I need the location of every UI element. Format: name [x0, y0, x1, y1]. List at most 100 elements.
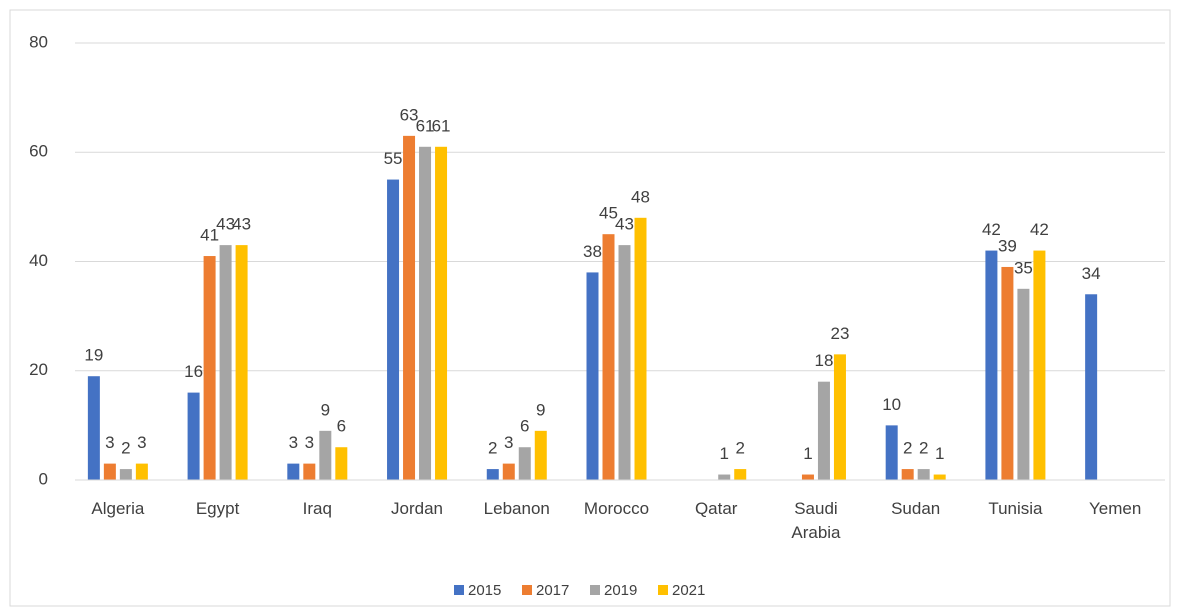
data-label: 61	[432, 116, 451, 135]
bar	[219, 245, 232, 480]
legend-label: 2017	[536, 582, 569, 599]
data-label: 6	[520, 417, 529, 436]
bar	[602, 234, 615, 480]
legend-swatch	[454, 585, 464, 595]
legend-label: 2021	[672, 582, 705, 599]
x-tick-label: Yemen	[1088, 499, 1142, 518]
bar	[933, 474, 946, 480]
data-label: 6	[337, 417, 346, 436]
bar	[203, 256, 216, 480]
legend-swatch	[658, 585, 668, 595]
bar	[618, 245, 631, 480]
data-label: 42	[982, 220, 1001, 239]
data-label: 45	[599, 204, 618, 223]
data-label: 2	[903, 439, 912, 458]
bar	[235, 245, 248, 480]
data-label: 43	[232, 215, 251, 234]
bar	[1017, 288, 1030, 480]
bar	[135, 463, 148, 480]
data-label: 35	[1014, 258, 1033, 277]
bar	[1085, 294, 1098, 480]
data-label: 10	[882, 395, 901, 414]
bar	[885, 425, 898, 480]
legend-label: 2015	[468, 582, 501, 599]
bar	[103, 463, 116, 480]
data-label: 3	[289, 433, 298, 452]
bar	[502, 463, 515, 480]
data-label: 2	[735, 439, 744, 458]
data-label: 55	[384, 149, 403, 168]
y-tick-label: 60	[29, 142, 48, 161]
bar	[817, 381, 830, 480]
bar	[833, 354, 846, 480]
y-tick-label: 40	[29, 251, 48, 270]
bar	[287, 463, 300, 480]
data-label: 18	[814, 351, 833, 370]
data-label: 43	[615, 215, 634, 234]
y-tick-label: 0	[39, 469, 48, 488]
data-label: 34	[1082, 264, 1101, 283]
x-tick-label: Iraq	[302, 499, 332, 518]
data-label: 1	[935, 444, 944, 463]
data-label: 23	[830, 324, 849, 343]
bar	[985, 250, 998, 480]
data-label: 9	[536, 400, 545, 419]
data-label: 61	[416, 116, 435, 135]
data-label: 9	[321, 400, 330, 419]
y-tick-label: 80	[29, 32, 48, 51]
x-tick-label: Morocco	[583, 499, 650, 518]
data-label: 38	[583, 242, 602, 261]
bar	[335, 447, 348, 480]
bar	[486, 469, 499, 480]
data-label: 43	[216, 215, 235, 234]
data-label: 41	[200, 226, 219, 245]
bar	[387, 179, 400, 480]
x-tick-label: Tunisia	[988, 499, 1043, 518]
bar	[319, 430, 332, 480]
bar	[187, 392, 200, 480]
bar	[87, 376, 100, 480]
bar	[403, 135, 416, 481]
legend-label: 2019	[604, 582, 637, 599]
data-label: 1	[719, 444, 728, 463]
data-label: 19	[84, 346, 103, 365]
data-label: 3	[105, 433, 114, 452]
bar	[634, 217, 647, 481]
bar	[303, 463, 316, 480]
bar	[419, 146, 432, 480]
bar	[119, 469, 132, 480]
y-tick-label: 20	[29, 360, 48, 379]
x-tick-label: Lebanon	[483, 499, 550, 518]
data-label: 3	[305, 433, 314, 452]
bar	[801, 474, 814, 480]
data-label: 63	[400, 105, 419, 124]
bar	[586, 272, 599, 480]
x-tick-label: Qatar	[694, 499, 738, 518]
bar	[901, 469, 914, 480]
legend-swatch	[522, 585, 532, 595]
x-tick-label: Egypt	[195, 499, 240, 518]
bar	[718, 474, 731, 480]
bar	[534, 430, 547, 480]
data-label: 1	[803, 444, 812, 463]
bar	[917, 469, 930, 480]
x-tick-label: Jordan	[391, 499, 444, 518]
data-label: 2	[919, 439, 928, 458]
data-label: 2	[121, 439, 130, 458]
bar	[734, 469, 747, 480]
bar	[435, 146, 448, 480]
bar	[1033, 250, 1046, 480]
x-tick-label: Sudan	[891, 499, 941, 518]
bar	[518, 447, 531, 480]
bar	[1001, 266, 1014, 480]
x-tick-label: Algeria	[91, 499, 145, 518]
legend-swatch	[590, 585, 600, 595]
data-label: 3	[137, 433, 146, 452]
data-label: 48	[631, 187, 650, 206]
data-label: 16	[184, 362, 203, 381]
data-label: 2	[488, 439, 497, 458]
x-tick-label: Saudi Arabia	[791, 499, 841, 542]
data-label: 3	[504, 433, 513, 452]
